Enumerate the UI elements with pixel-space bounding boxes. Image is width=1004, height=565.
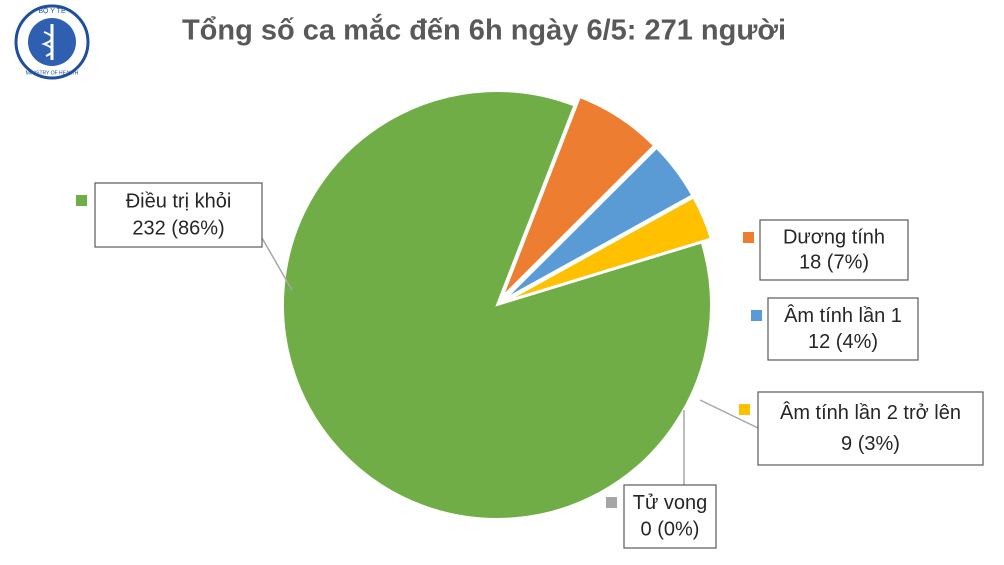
legend-swatch: [606, 497, 617, 508]
legend-swatch: [743, 232, 754, 243]
leader-line: [699, 399, 759, 429]
pie-slice: [504, 146, 694, 300]
pie-slice: [506, 238, 712, 304]
label-value: 232 (86%): [132, 217, 224, 239]
pie-slice: [282, 90, 712, 520]
pie-slice: [501, 95, 656, 298]
leader-lines: [261, 237, 759, 485]
logo-snake: [41, 31, 54, 57]
logo: BỘ Y TẾ MINISTRY OF HEALTH: [14, 4, 90, 80]
label-name: Tử vong: [633, 492, 708, 514]
label-value: 18 (7%): [799, 251, 869, 273]
logo-bottom-text: MINISTRY OF HEALTH: [26, 70, 79, 76]
chart-title: Tổng số ca mắc đến 6h ngày 6/5: 271 ngườ…: [182, 13, 786, 47]
pie: [282, 90, 713, 520]
label-name: Điều trị khỏi: [126, 190, 232, 212]
label-box: [767, 297, 919, 361]
leader-line: [261, 237, 293, 291]
legend-swatch: [76, 195, 87, 206]
label-name: Dương tính: [783, 226, 885, 248]
label-box: [623, 484, 717, 549]
label-box: [94, 182, 263, 248]
label-name: Âm tính lần 1: [784, 304, 902, 327]
label-value: 9 (3%): [841, 433, 900, 455]
label-value: 12 (4%): [808, 331, 878, 353]
pie-slice: [505, 196, 713, 303]
label-value: 0 (0%): [641, 519, 700, 541]
label-box: [759, 219, 909, 281]
label-name: Âm tính lần 2 trở lên: [780, 401, 961, 424]
legend-swatch: [739, 404, 750, 415]
logo-top-text: BỘ Y TẾ: [38, 5, 66, 15]
legend-swatch: [751, 310, 762, 321]
label-box: [757, 391, 984, 466]
